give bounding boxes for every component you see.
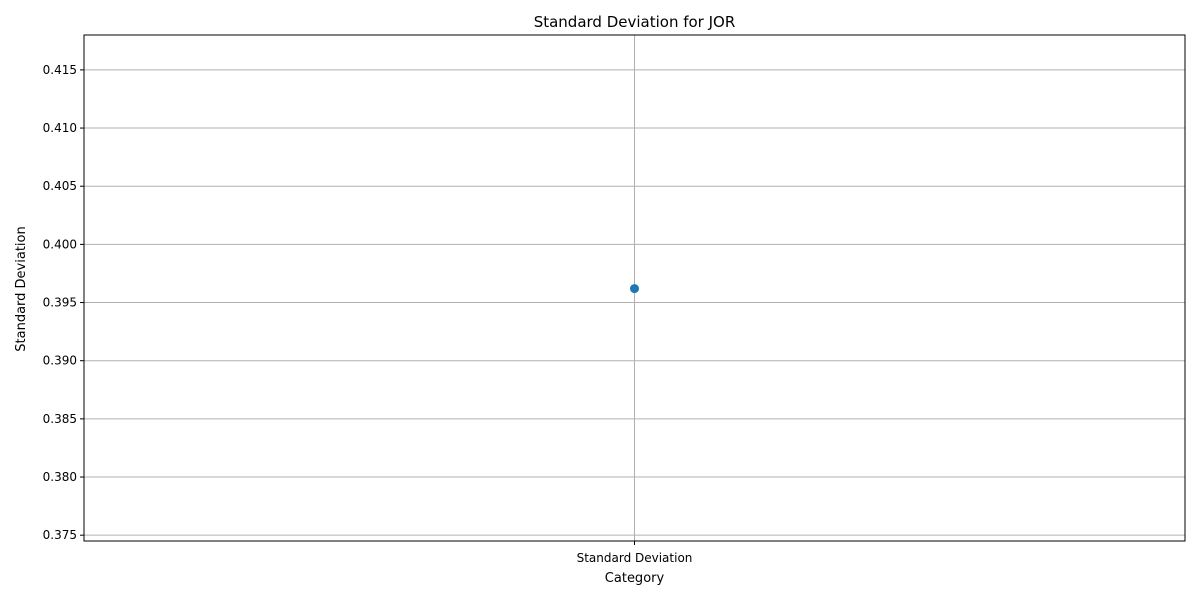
- y-axis-ticks: 0.375 0.380 0.385 0.390 0.395 0.400 0.405 0.410…: [43, 63, 84, 542]
- y-tick-label: 0.405: [43, 179, 77, 193]
- data-series: [630, 284, 639, 294]
- y-tick-label: 0.385: [43, 412, 77, 426]
- x-tick-label: Standard Deviation: [577, 551, 693, 565]
- y-tick-label: 0.380: [43, 470, 77, 484]
- y-tick-label: 0.415: [43, 63, 77, 77]
- chart-title: Standard Deviation for JOR: [534, 13, 736, 31]
- y-axis-label: Standard Deviation: [14, 226, 29, 351]
- y-tick-label: 0.410: [43, 121, 77, 135]
- data-point: [630, 284, 639, 294]
- y-tick-label: 0.395: [43, 296, 77, 310]
- y-tick-label: 0.390: [43, 354, 77, 368]
- x-axis-ticks: Standard Deviation: [577, 541, 693, 565]
- x-axis-label: Category: [605, 571, 665, 586]
- plot-frame: [83, 34, 1186, 542]
- y-tick-label: 0.400: [43, 237, 77, 251]
- y-tick-label: 0.375: [43, 528, 77, 542]
- grid-lines: [84, 35, 1185, 541]
